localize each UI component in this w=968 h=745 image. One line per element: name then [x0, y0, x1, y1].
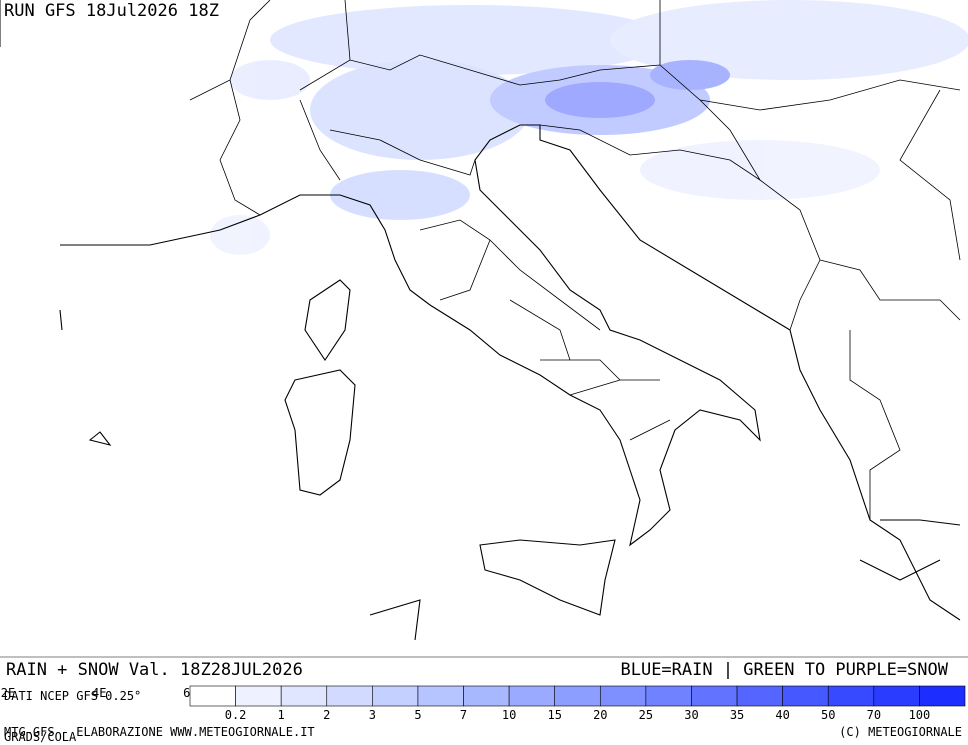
colorbar-label: 2: [323, 708, 330, 722]
colorbar-label: 70: [867, 708, 881, 722]
colorbar-swatch: [736, 685, 783, 707]
colorbar-swatch: [372, 685, 419, 707]
longitude-label: 4E: [92, 686, 106, 700]
colorbar-label: 30: [684, 708, 698, 722]
source: DATI NCEP GFS 0.25°: [4, 689, 141, 703]
colorbar-swatch: [691, 685, 738, 707]
colorbar-swatch: [508, 685, 556, 707]
colorbar-label: 20: [593, 708, 607, 722]
colorbar-label: 5: [414, 708, 421, 722]
colorbar-label: 25: [639, 708, 653, 722]
legend-note: BLUE=RAIN | GREEN TO PURPLE=SNOW: [620, 660, 948, 680]
colorbar-swatch: [645, 685, 692, 707]
colorbar-swatch: [782, 685, 829, 707]
colorbar-swatch: [463, 685, 510, 707]
software: GRADS/COLA: [4, 730, 77, 744]
colorbar-label: 35: [730, 708, 744, 722]
colorbar-swatch: [280, 685, 328, 707]
colorbar-label: 10: [502, 708, 516, 722]
colorbar-swatch: [919, 685, 966, 707]
copyright: (C) METEOGIORNALE: [839, 725, 962, 739]
colorbar-label: 40: [775, 708, 789, 722]
colorbar-label: 50: [821, 708, 835, 722]
colorbar-swatch: [235, 685, 282, 707]
longitude-label: 2E: [1, 686, 15, 700]
run-label: RUN GFS 18Jul2026 18Z: [4, 1, 219, 21]
coastlines: [59, 124, 961, 641]
borders: [189, 0, 961, 520]
colorbar-label: 7: [460, 708, 467, 722]
colorbar-label: 1: [278, 708, 285, 722]
precipitation: [210, 0, 968, 255]
colorbar-swatch: [417, 685, 464, 707]
colorbar-label: 0.2: [225, 708, 247, 722]
colorbar: 0.2 1 2 3 5 7 10 15 20 25 30 35 40 50 70 100: [189, 685, 966, 722]
colorbar-label: 100: [909, 708, 931, 722]
colorbar-label: 3: [369, 708, 376, 722]
footer-title: RAIN + SNOW Val. 18Z28JUL2026: [6, 660, 303, 680]
colorbar-swatch: [189, 685, 236, 707]
colorbar-swatch: [827, 685, 875, 707]
colorbar-swatch: [873, 685, 920, 707]
colorbar-swatch: [554, 685, 601, 707]
credit: MTG-GFS - ELABORAZIONE WWW.METEOGIORNALE…: [4, 725, 315, 739]
colorbar-swatch: [326, 685, 373, 707]
colorbar-label: 15: [547, 708, 561, 722]
colorbar-swatch: [599, 685, 647, 707]
